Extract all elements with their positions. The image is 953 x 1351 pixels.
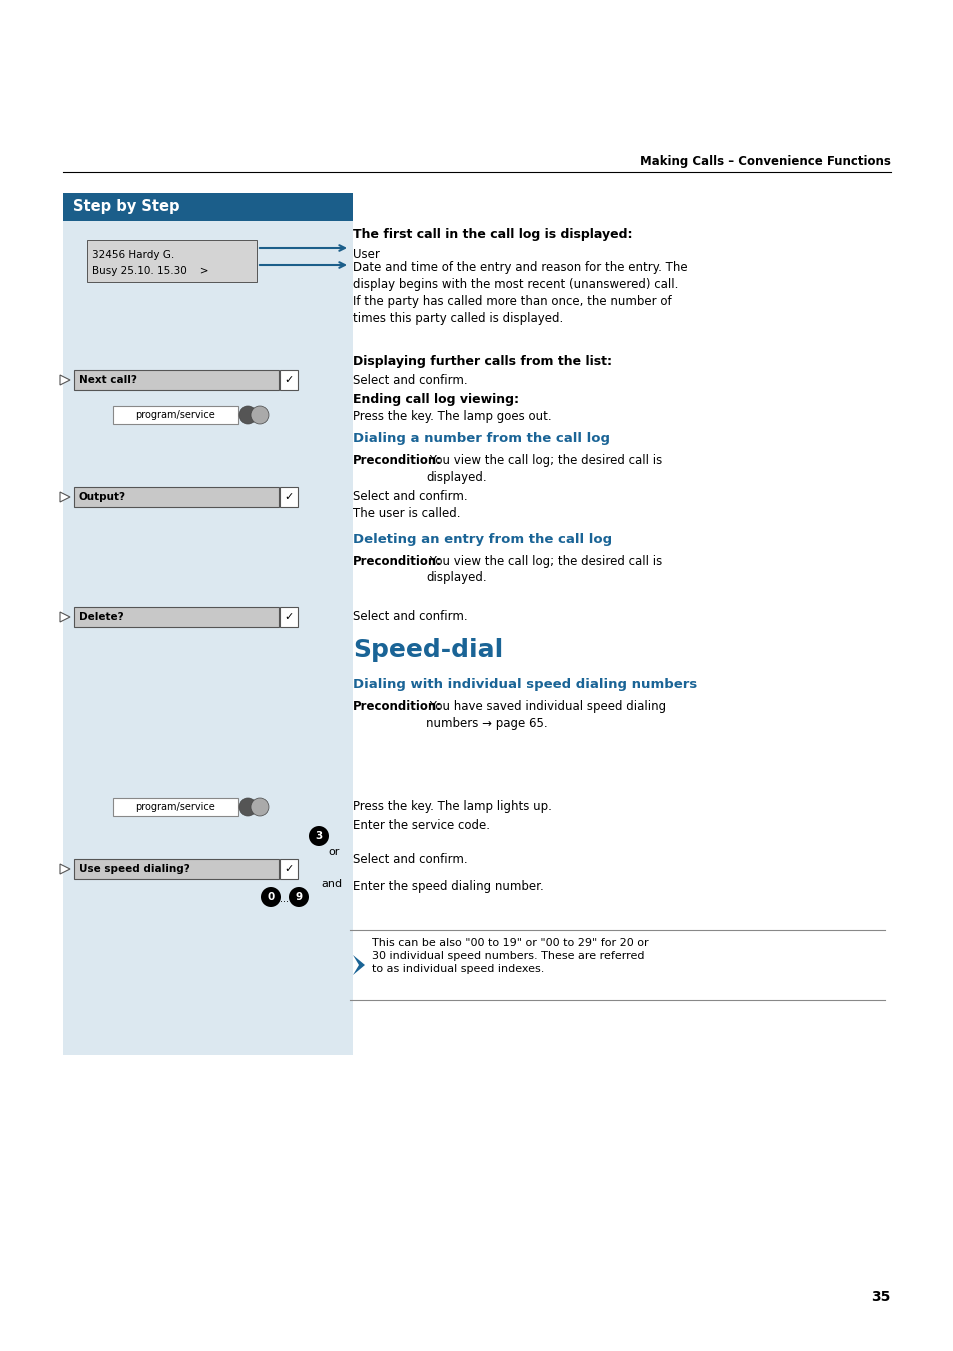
Text: Speed-dial: Speed-dial xyxy=(353,638,503,662)
Text: Next call?: Next call? xyxy=(79,376,136,385)
Text: Ending call log viewing:: Ending call log viewing: xyxy=(353,393,518,407)
Text: The user is called.: The user is called. xyxy=(353,507,460,520)
Bar xyxy=(74,607,278,627)
Text: ✓: ✓ xyxy=(284,376,294,385)
Text: Precondition:: Precondition: xyxy=(353,454,441,467)
Text: Enter the service code.: Enter the service code. xyxy=(353,819,490,832)
Text: This can be also "00 to 19" or "00 to 29" for 20 or
30 individual speed numbers.: This can be also "00 to 19" or "00 to 29… xyxy=(372,938,648,974)
Text: Enter the speed dialing number.: Enter the speed dialing number. xyxy=(353,880,543,893)
Text: Precondition:: Precondition: xyxy=(353,700,441,713)
Text: Making Calls – Convenience Functions: Making Calls – Convenience Functions xyxy=(639,155,890,168)
Text: You view the call log; the desired call is
displayed.: You view the call log; the desired call … xyxy=(426,555,661,585)
Text: Press the key. The lamp lights up.: Press the key. The lamp lights up. xyxy=(353,800,551,813)
Text: ✓: ✓ xyxy=(284,865,294,874)
Text: Step by Step: Step by Step xyxy=(73,200,179,215)
Polygon shape xyxy=(60,376,70,385)
Text: Precondition:: Precondition: xyxy=(353,555,441,567)
Text: Dialing with individual speed dialing numbers: Dialing with individual speed dialing nu… xyxy=(353,678,697,690)
Bar xyxy=(280,486,297,507)
Text: 35: 35 xyxy=(871,1290,890,1304)
Circle shape xyxy=(309,825,329,846)
Bar xyxy=(280,370,297,390)
Text: Dialing a number from the call log: Dialing a number from the call log xyxy=(353,432,609,444)
Bar xyxy=(280,859,297,880)
Text: Select and confirm.: Select and confirm. xyxy=(353,852,467,866)
Circle shape xyxy=(289,888,309,907)
Text: Delete?: Delete? xyxy=(79,612,124,621)
Text: You view the call log; the desired call is
displayed.: You view the call log; the desired call … xyxy=(426,454,661,484)
Bar xyxy=(63,193,353,1055)
Bar xyxy=(74,370,278,390)
Bar xyxy=(112,407,237,424)
Text: ...: ... xyxy=(280,894,289,904)
Polygon shape xyxy=(60,612,70,621)
Text: 3: 3 xyxy=(315,831,322,842)
Text: and: and xyxy=(321,880,343,889)
Text: Busy 25.10. 15.30    >: Busy 25.10. 15.30 > xyxy=(91,266,209,276)
Circle shape xyxy=(251,407,269,424)
Text: Date and time of the entry and reason for the entry. The
display begins with the: Date and time of the entry and reason fo… xyxy=(353,261,687,326)
Text: Select and confirm.: Select and confirm. xyxy=(353,490,467,503)
Text: Displaying further calls from the list:: Displaying further calls from the list: xyxy=(353,355,612,367)
Bar xyxy=(74,486,278,507)
Circle shape xyxy=(239,798,256,816)
Text: or: or xyxy=(328,847,339,857)
Text: Press the key. The lamp goes out.: Press the key. The lamp goes out. xyxy=(353,409,551,423)
Text: Deleting an entry from the call log: Deleting an entry from the call log xyxy=(353,534,612,546)
Circle shape xyxy=(251,798,269,816)
Bar xyxy=(112,798,237,816)
Text: Use speed dialing?: Use speed dialing? xyxy=(79,865,190,874)
Text: program/service: program/service xyxy=(135,409,215,420)
Bar xyxy=(74,859,278,880)
Polygon shape xyxy=(60,865,70,874)
Text: User: User xyxy=(353,249,379,261)
Circle shape xyxy=(239,407,256,424)
Text: ✓: ✓ xyxy=(284,492,294,503)
Text: Select and confirm.: Select and confirm. xyxy=(353,611,467,623)
Text: 0: 0 xyxy=(267,892,274,902)
Text: 32456 Hardy G.: 32456 Hardy G. xyxy=(91,250,174,259)
Text: 9: 9 xyxy=(295,892,302,902)
Text: The first call in the call log is displayed:: The first call in the call log is displa… xyxy=(353,228,632,240)
Bar xyxy=(280,607,297,627)
Text: You have saved individual speed dialing
numbers → page 65.: You have saved individual speed dialing … xyxy=(426,700,665,730)
Text: program/service: program/service xyxy=(135,802,215,812)
Text: Select and confirm.: Select and confirm. xyxy=(353,374,467,386)
Bar xyxy=(87,240,256,282)
Circle shape xyxy=(261,888,281,907)
Bar xyxy=(63,193,353,222)
Text: Output?: Output? xyxy=(79,492,126,503)
Polygon shape xyxy=(60,492,70,503)
Text: ✓: ✓ xyxy=(284,612,294,621)
Polygon shape xyxy=(353,955,365,975)
